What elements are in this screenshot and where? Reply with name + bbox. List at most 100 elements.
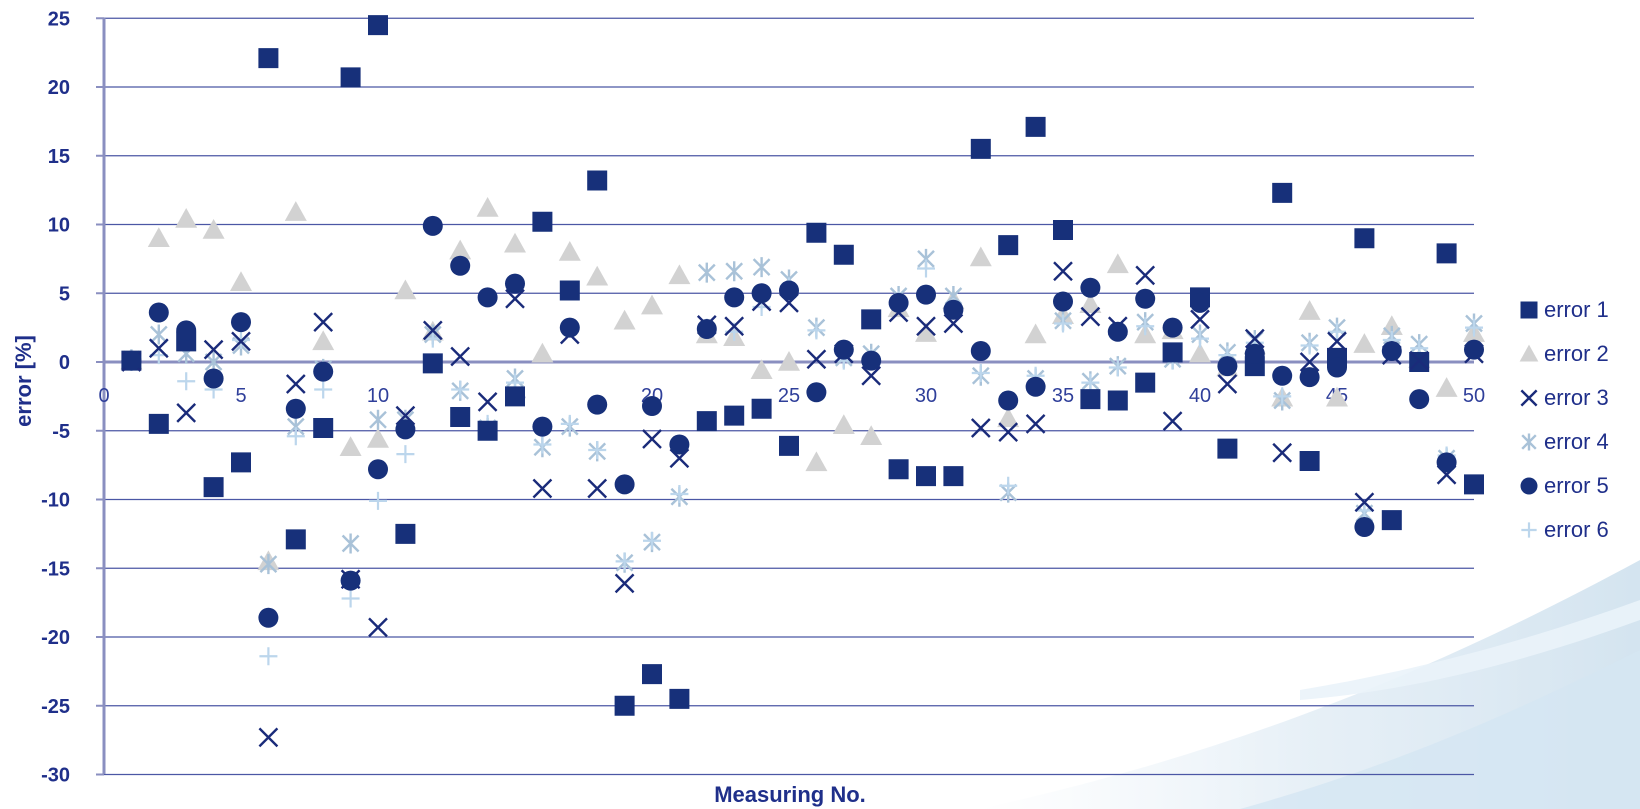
data-point [970,341,991,361]
data-point [313,312,334,332]
data-point [231,312,251,333]
data-point [258,727,279,748]
data-point [642,664,662,685]
data-point [1162,411,1183,431]
data-point [1135,372,1156,393]
data-point [340,570,361,591]
data-point [943,466,964,487]
data-point [779,435,799,456]
data-point [613,309,636,330]
legend-item: error 3 [1516,376,1640,420]
data-point [1272,182,1293,203]
data-point [532,416,553,437]
data-point [1162,317,1183,338]
data-point [969,246,992,267]
data-point [558,241,581,261]
data-point [806,382,827,403]
star-marker-icon [1521,433,1537,451]
data-point [917,259,935,278]
data-point [313,361,334,382]
series-error-5 [121,215,1484,628]
data-point [451,380,470,399]
data-point [971,364,990,382]
y-tick-label: -5 [52,421,70,443]
y-tick-label: -25 [41,696,70,718]
data-point [1354,517,1375,537]
data-point [505,288,525,309]
data-point [587,478,608,499]
triangle-marker-icon [1519,344,1539,362]
data-point [477,420,498,441]
data-point [888,292,909,313]
data-point [1354,492,1375,513]
data-point [532,211,553,232]
data-point [1328,322,1346,341]
data-point [614,474,635,495]
legend-label: error 2 [1544,341,1609,366]
data-point [560,414,579,433]
legend-label: error 6 [1544,517,1609,542]
data-point [147,227,170,248]
legend-label: error 1 [1544,297,1609,322]
legend: error 1 error 2 error 3 error 4 error 5 error… [1516,288,1640,552]
data-point [588,441,607,459]
data-point [1327,331,1347,352]
data-point [450,346,471,367]
series-error-4 [122,248,1483,575]
y-tick-label: 0 [59,352,70,374]
legend-item: error 5 [1516,464,1640,508]
legend-marker [1520,301,1538,319]
data-point [779,280,799,301]
y-tick-label: -30 [41,765,70,787]
data-point [1299,367,1320,388]
data-point [1217,374,1238,394]
data-point [1191,329,1209,348]
legend-item: error 1 [1516,288,1640,332]
data-point [175,208,198,228]
data-point [916,284,936,305]
data-point [1108,358,1127,377]
y-axis-title: error [%] [11,335,36,427]
data-point [285,374,306,394]
data-point [368,15,388,36]
data-point [505,386,525,407]
data-point [340,67,361,88]
data-point [861,309,882,330]
data-point [1409,350,1430,371]
data-point [669,688,690,709]
data-point [670,485,689,503]
data-point [368,459,388,480]
data-point [1054,314,1072,333]
data-point [806,222,827,243]
data-point [394,279,417,300]
data-point [586,265,609,286]
data-point [668,264,691,285]
data-point [531,342,554,363]
data-point [176,403,197,423]
data-point [1327,357,1347,378]
data-point [615,552,634,571]
data-point [751,283,772,304]
data-point [1381,510,1402,531]
data-point [450,407,471,427]
data-point [1435,377,1458,397]
data-point [148,413,169,434]
x-tick-label: 50 [1463,385,1485,407]
data-point [1025,414,1046,434]
data-point [423,329,442,348]
data-point [203,368,224,389]
data-point [284,201,307,221]
data-point [1053,261,1073,282]
data-point [669,434,690,455]
data-point [642,429,662,449]
data-point [230,271,252,292]
x-tick-label: 30 [915,385,937,407]
data-point [449,239,472,260]
data-point [286,427,305,446]
data-point [1107,321,1128,342]
data-point [422,320,443,341]
x-tick-label: 35 [1052,385,1074,407]
legend-marker [1519,344,1539,362]
